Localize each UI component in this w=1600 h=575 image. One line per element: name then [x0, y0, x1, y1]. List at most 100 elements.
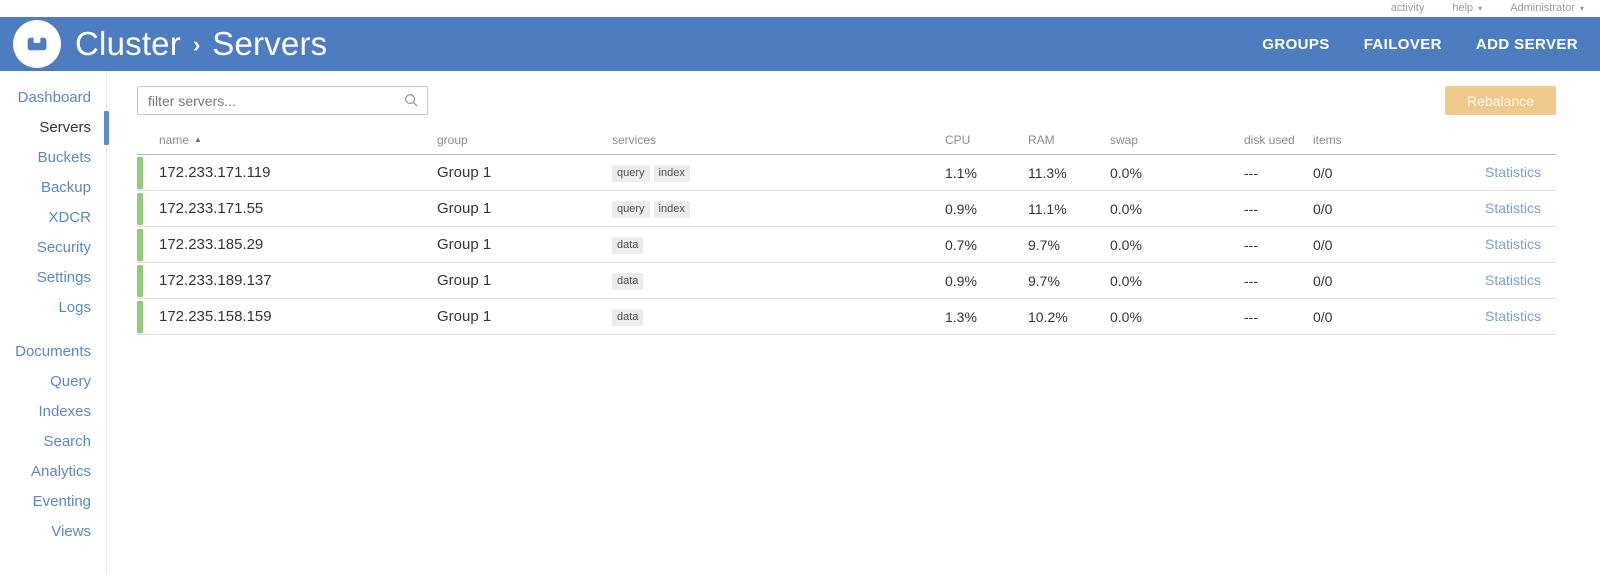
server-items: 0/0 — [1313, 236, 1333, 253]
server-group: Group 1 — [437, 236, 492, 253]
server-healthy-indicator — [137, 264, 143, 297]
server-name[interactable]: 172.233.185.29 — [159, 236, 264, 253]
server-swap: 0.0% — [1110, 200, 1142, 217]
sidebar-item-search[interactable]: Search — [43, 433, 91, 450]
statistics-link[interactable]: Statistics — [1484, 164, 1541, 180]
server-disk-used: --- — [1244, 236, 1258, 253]
sidebar-item-settings[interactable]: Settings — [36, 269, 91, 286]
sidebar-item-views[interactable]: Views — [51, 523, 91, 540]
header-actions: GROUPS FAILOVER ADD SERVER — [1262, 36, 1600, 53]
table-row[interactable]: 172.235.158.159 Group 1 data 1.3% 10.2% … — [137, 299, 1556, 335]
server-cpu: 0.9% — [945, 272, 977, 289]
sidebar-item-servers[interactable]: Servers — [0, 111, 109, 145]
chevron-down-icon: ▾ — [1478, 3, 1483, 13]
sidebar-item-backup[interactable]: Backup — [40, 179, 91, 196]
sidebar-item-eventing[interactable]: Eventing — [32, 493, 91, 510]
col-header-name[interactable]: name — [159, 132, 190, 147]
server-items: 0/0 — [1313, 308, 1333, 325]
user-menu[interactable]: Administrator ▾ — [1510, 3, 1584, 14]
server-name[interactable]: 172.233.171.55 — [159, 200, 264, 217]
server-ram: 11.3% — [1028, 164, 1067, 181]
server-cpu: 0.7% — [945, 236, 977, 253]
activity-label: activity — [1390, 2, 1425, 14]
breadcrumb-separator-icon: › — [192, 32, 201, 57]
col-header-disk-used[interactable]: disk used — [1244, 132, 1295, 147]
server-swap: 0.0% — [1110, 308, 1142, 325]
statistics-link[interactable]: Statistics — [1484, 236, 1541, 252]
activity-link[interactable]: activity — [1391, 3, 1425, 14]
help-menu[interactable]: help ▾ — [1452, 3, 1482, 14]
rebalance-button[interactable]: Rebalance — [1445, 86, 1556, 115]
server-items: 0/0 — [1313, 272, 1333, 289]
server-ram: 9.7% — [1028, 272, 1060, 289]
chevron-down-icon: ▾ — [1579, 3, 1584, 13]
statistics-link[interactable]: Statistics — [1484, 308, 1541, 324]
servers-table: name ▲ group services CPU RAM swap disk … — [137, 125, 1556, 335]
table-row[interactable]: 172.233.171.55 Group 1 query index 0.9% 1… — [137, 191, 1556, 227]
service-badge: query — [612, 165, 650, 182]
couchbase-logo-icon[interactable] — [13, 20, 61, 68]
server-disk-used: --- — [1244, 272, 1258, 289]
server-disk-used: --- — [1244, 308, 1258, 325]
server-name[interactable]: 172.233.171.119 — [159, 164, 271, 181]
app-header: Cluster › Servers GROUPS FAILOVER ADD SE… — [0, 17, 1600, 71]
statistics-link[interactable]: Statistics — [1484, 200, 1541, 216]
sidebar-item-query[interactable]: Query — [50, 373, 91, 390]
server-healthy-indicator — [137, 192, 143, 225]
col-header-services[interactable]: services — [612, 132, 657, 147]
sidebar-item-security[interactable]: Security — [36, 239, 91, 256]
page-title: Servers — [212, 25, 328, 62]
servers-toolbar: Rebalance — [137, 86, 1556, 115]
server-services: query index — [612, 163, 945, 182]
sidebar-item-dashboard[interactable]: Dashboard — [17, 89, 91, 106]
col-header-group[interactable]: group — [437, 132, 468, 147]
server-services: query index — [612, 199, 945, 218]
col-header-cpu[interactable]: CPU — [945, 132, 971, 147]
server-group: Group 1 — [437, 164, 492, 181]
server-ram: 10.2% — [1028, 308, 1068, 325]
table-header-row: name ▲ group services CPU RAM swap disk … — [137, 125, 1556, 155]
filter-servers-input[interactable] — [137, 86, 428, 115]
sidebar-item-logs[interactable]: Logs — [58, 299, 91, 316]
sidebar-item-documents[interactable]: Documents — [15, 343, 91, 360]
table-row[interactable]: 172.233.171.119 Group 1 query index 1.1% … — [137, 155, 1556, 191]
service-badge: index — [653, 201, 690, 218]
breadcrumb: Cluster › Servers — [75, 25, 327, 63]
server-services: data — [612, 235, 945, 254]
server-group: Group 1 — [437, 200, 492, 217]
sidebar-item-xdcr[interactable]: XDCR — [48, 209, 91, 226]
sidebar-primary-group: Dashboard Servers Buckets Backup XDCR Se… — [0, 83, 109, 323]
main-content: Rebalance name ▲ group services CPU RAM … — [107, 71, 1600, 575]
statistics-link[interactable]: Statistics — [1484, 272, 1541, 288]
server-disk-used: --- — [1244, 164, 1258, 181]
server-group: Group 1 — [437, 308, 492, 325]
server-swap: 0.0% — [1110, 272, 1142, 289]
breadcrumb-cluster[interactable]: Cluster — [75, 25, 181, 62]
add-server-button[interactable]: ADD SERVER — [1475, 35, 1578, 53]
service-badge: index — [653, 165, 690, 182]
col-header-swap[interactable]: swap — [1110, 132, 1139, 147]
server-healthy-indicator — [137, 156, 143, 189]
sidebar-item-buckets[interactable]: Buckets — [37, 149, 91, 166]
sort-asc-icon[interactable]: ▲ — [194, 134, 202, 144]
service-badge: data — [612, 273, 644, 290]
server-items: 0/0 — [1313, 164, 1333, 181]
server-cpu: 1.1% — [945, 164, 977, 181]
server-name[interactable]: 172.235.158.159 — [159, 308, 272, 325]
col-header-items[interactable]: items — [1313, 132, 1342, 147]
server-swap: 0.0% — [1110, 164, 1142, 181]
service-badge: query — [612, 201, 650, 218]
table-row[interactable]: 172.233.189.137 Group 1 data 0.9% 9.7% 0… — [137, 263, 1556, 299]
sidebar-item-indexes[interactable]: Indexes — [38, 403, 91, 420]
server-group: Group 1 — [437, 272, 492, 289]
server-items: 0/0 — [1313, 200, 1333, 217]
utility-bar: activity help ▾ Administrator ▾ — [0, 0, 1600, 17]
groups-button[interactable]: GROUPS — [1262, 35, 1330, 53]
server-cpu: 0.9% — [945, 200, 977, 217]
col-header-ram[interactable]: RAM — [1028, 132, 1055, 147]
table-row[interactable]: 172.233.185.29 Group 1 data 0.7% 9.7% 0.… — [137, 227, 1556, 263]
server-name[interactable]: 172.233.189.137 — [159, 272, 272, 289]
sidebar-item-analytics[interactable]: Analytics — [30, 463, 91, 480]
failover-button[interactable]: FAILOVER — [1363, 35, 1442, 53]
server-ram: 9.7% — [1028, 236, 1060, 253]
